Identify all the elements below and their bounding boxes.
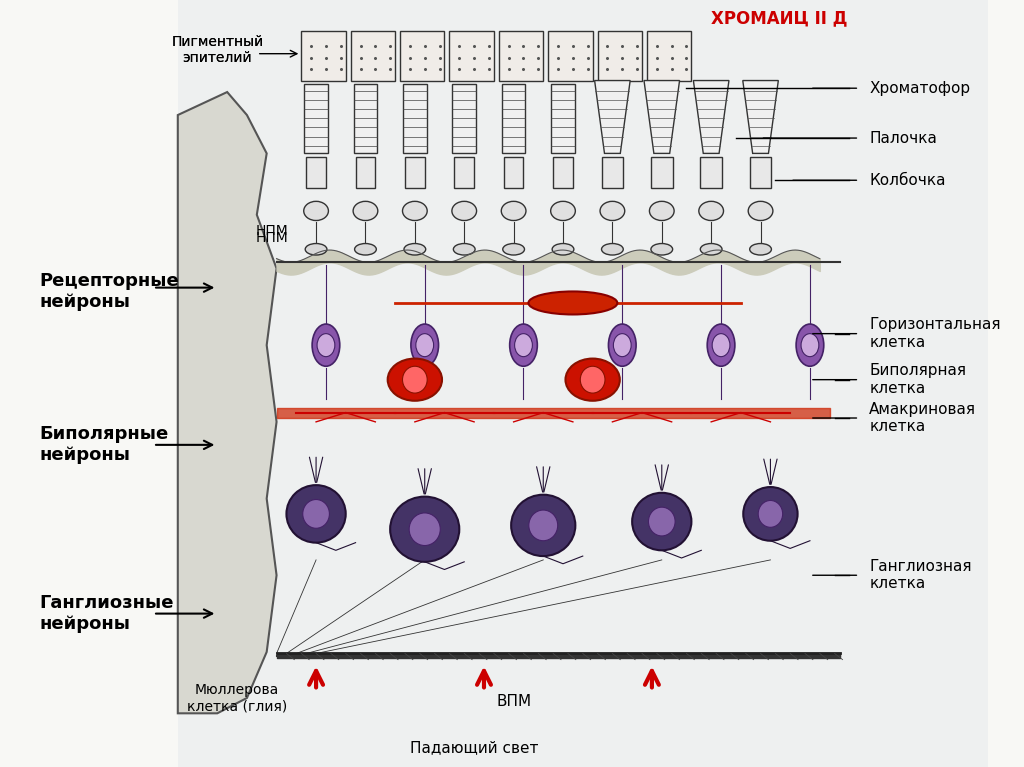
Text: Палочка: Палочка [869,130,937,146]
Ellipse shape [304,202,329,221]
Text: Биполярная
клетка: Биполярная клетка [869,364,967,396]
Ellipse shape [317,334,335,357]
Ellipse shape [305,243,327,255]
Ellipse shape [796,324,823,366]
Ellipse shape [801,334,819,357]
Text: ВПМ: ВПМ [496,694,531,709]
Bar [553,157,572,188]
Ellipse shape [416,334,433,357]
Bar [647,31,691,81]
Ellipse shape [303,499,330,528]
Bar [304,84,328,153]
Polygon shape [693,81,729,153]
Bar [301,31,346,81]
Bar [504,157,523,188]
Text: Ганглиозные
нейроны: Ганглиозные нейроны [40,594,174,633]
Ellipse shape [743,487,798,541]
Ellipse shape [552,243,573,255]
Text: Рецепторные
нейроны: Рецепторные нейроны [40,272,179,311]
Bar [551,84,574,153]
Ellipse shape [454,243,475,255]
Text: НПМ: НПМ [255,224,288,238]
Bar [598,31,642,81]
Ellipse shape [287,486,346,543]
Bar [400,31,444,81]
Polygon shape [178,92,276,713]
Ellipse shape [601,243,624,255]
Ellipse shape [528,291,617,314]
Bar [355,157,376,188]
Bar [353,84,377,153]
Ellipse shape [411,324,438,366]
Ellipse shape [758,500,782,528]
Bar [601,157,624,188]
Ellipse shape [608,324,636,366]
Text: ХРОМАИЦ II Д: ХРОМАИЦ II Д [711,9,848,27]
Bar [548,31,593,81]
Ellipse shape [581,367,605,393]
Ellipse shape [503,243,524,255]
Ellipse shape [700,243,722,255]
Bar [651,157,673,188]
Ellipse shape [649,202,674,221]
Ellipse shape [515,334,532,357]
Bar [453,84,476,153]
Ellipse shape [565,359,620,401]
Ellipse shape [353,202,378,221]
Ellipse shape [312,324,340,366]
Ellipse shape [600,202,625,221]
Bar [306,157,326,188]
Text: Падающий свет: Падающий свет [410,740,539,755]
Ellipse shape [452,202,476,221]
Text: Амакриновая
клетка: Амакриновая клетка [869,402,976,434]
Ellipse shape [502,202,526,221]
Ellipse shape [410,513,440,545]
Text: Ганглиозная
клетка: Ганглиозная клетка [869,559,972,591]
Ellipse shape [511,495,575,556]
Bar [404,157,425,188]
Ellipse shape [402,367,427,393]
Ellipse shape [712,334,730,357]
Ellipse shape [388,359,442,401]
Ellipse shape [698,202,724,221]
Text: Колбочка: Колбочка [869,173,946,188]
Polygon shape [595,81,630,153]
Ellipse shape [708,324,735,366]
Text: Биполярные
нейроны: Биполярные нейроны [40,426,169,464]
Ellipse shape [551,202,575,221]
Ellipse shape [750,243,771,255]
Ellipse shape [354,243,377,255]
Ellipse shape [632,493,691,551]
Ellipse shape [648,507,675,536]
Bar [700,157,722,188]
Ellipse shape [528,510,558,541]
Bar [499,31,544,81]
Ellipse shape [749,202,773,221]
Ellipse shape [404,243,426,255]
Text: НПМ: НПМ [255,231,288,245]
Bar [178,0,988,767]
Bar [455,157,474,188]
Bar [450,31,494,81]
Ellipse shape [510,324,538,366]
Ellipse shape [651,243,673,255]
Polygon shape [742,81,778,153]
Text: Пигментный
эпителий: Пигментный эпителий [171,35,263,65]
Ellipse shape [402,202,427,221]
Text: Пигментный
эпителий: Пигментный эпителий [171,35,263,65]
Polygon shape [644,81,680,153]
Ellipse shape [613,334,631,357]
Text: Мюллерова
клетка (глия): Мюллерова клетка (глия) [187,683,287,713]
Ellipse shape [390,497,460,561]
Text: Хроматофор: Хроматофор [869,81,971,96]
Bar [403,84,427,153]
Bar [350,31,395,81]
Text: Горизонтальная
клетка: Горизонтальная клетка [869,318,1000,350]
Bar [750,157,771,188]
Bar [502,84,525,153]
